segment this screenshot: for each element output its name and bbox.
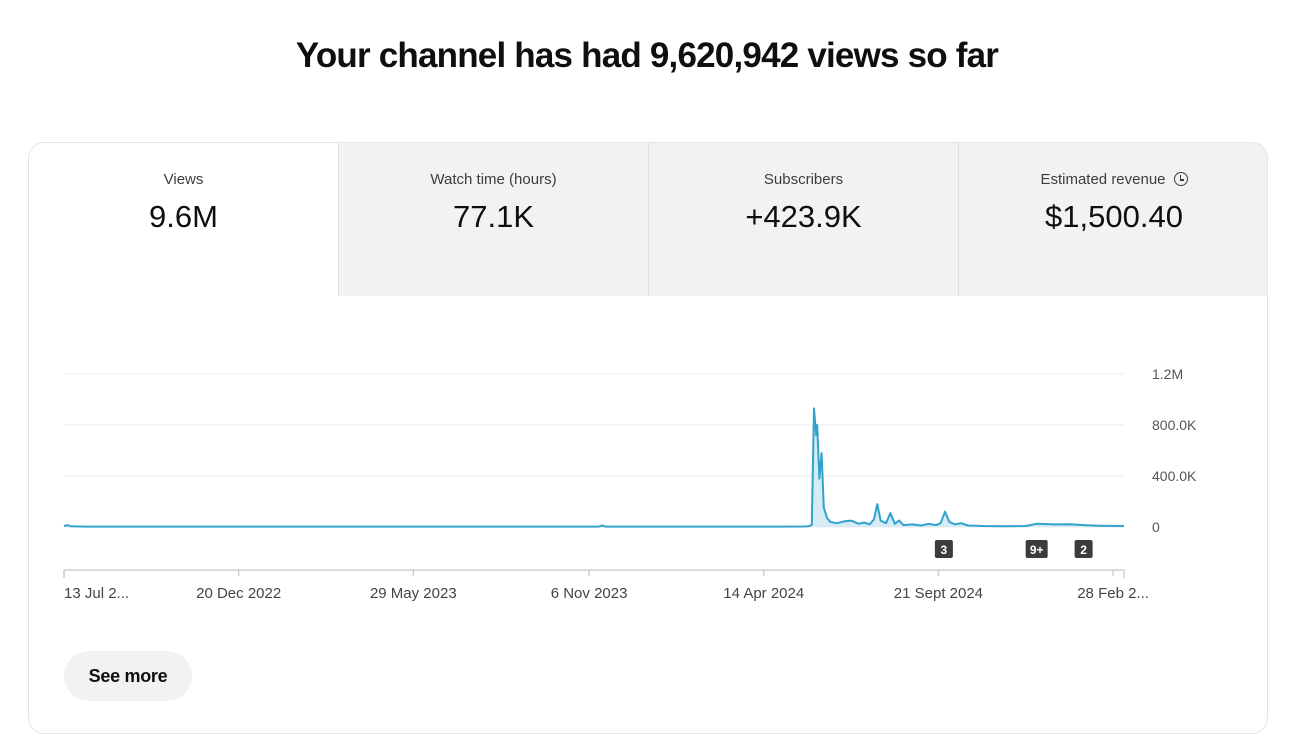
series-line[interactable] (63, 407, 1125, 528)
video-marker-badge[interactable] (934, 540, 953, 558)
page-title: Your channel has had 9,620,942 views so … (295, 36, 999, 75)
y-tick-label: 800.0K (1152, 417, 1197, 433)
x-tick-label: 21 Sept 2024 (894, 585, 983, 602)
clock-icon[interactable] (1173, 172, 1188, 186)
tab-estimated-revenue[interactable]: Estimated revenue $1,500.40 (959, 143, 1267, 296)
tab-views[interactable]: Views 9.6M (29, 143, 339, 296)
video-marker-label: 3 (941, 543, 948, 557)
views-line-chart[interactable]: 0 400.0K 800.0K 1.2M 3 9+ 2 13 Jul 2... 20 Dec 2… (29, 296, 1268, 626)
tab-value: 9.6M (149, 199, 218, 234)
y-tick-label: 0 (1152, 519, 1160, 535)
tab-label: Estimated revenue (1040, 171, 1166, 188)
tab-label: Subscribers (763, 171, 844, 188)
x-tick-label: 20 Dec 2022 (196, 585, 281, 602)
tab-value: +423.9K (745, 199, 862, 234)
see-more-button[interactable]: See more (64, 651, 192, 701)
metric-tabs: Views 9.6M Watch time (hours) 77.1K Subs… (29, 143, 1267, 296)
x-tick-label: 14 Apr 2024 (723, 585, 804, 602)
tab-subscribers[interactable]: Subscribers +423.9K (649, 143, 959, 296)
video-marker-label: 2 (1080, 543, 1087, 557)
channel-summary-card: Views 9.6M Watch time (hours) 77.1K Subs… (28, 142, 1268, 734)
video-marker-label: 9+ (1030, 543, 1044, 557)
x-tick-label: 28 Feb 2... (1077, 585, 1149, 602)
tab-label: Watch time (hours) (430, 171, 557, 188)
video-marker-badge[interactable] (1025, 540, 1048, 558)
series-area (64, 408, 1124, 527)
tab-watch-time[interactable]: Watch time (hours) 77.1K (339, 143, 649, 296)
y-tick-label: 400.0K (1152, 468, 1197, 484)
y-tick-label: 1.2M (1152, 366, 1183, 382)
x-tick-label: 29 May 2023 (370, 585, 457, 602)
x-tick-label: 6 Nov 2023 (551, 585, 628, 602)
x-tick-label: 13 Jul 2... (64, 585, 129, 602)
tab-value: 77.1K (452, 199, 534, 234)
tab-label-revenue: Estimated revenue (959, 171, 1267, 188)
video-marker-badge[interactable] (1074, 540, 1093, 558)
tab-label: Views (163, 171, 204, 188)
tab-value: $1,500.40 (1045, 199, 1183, 234)
